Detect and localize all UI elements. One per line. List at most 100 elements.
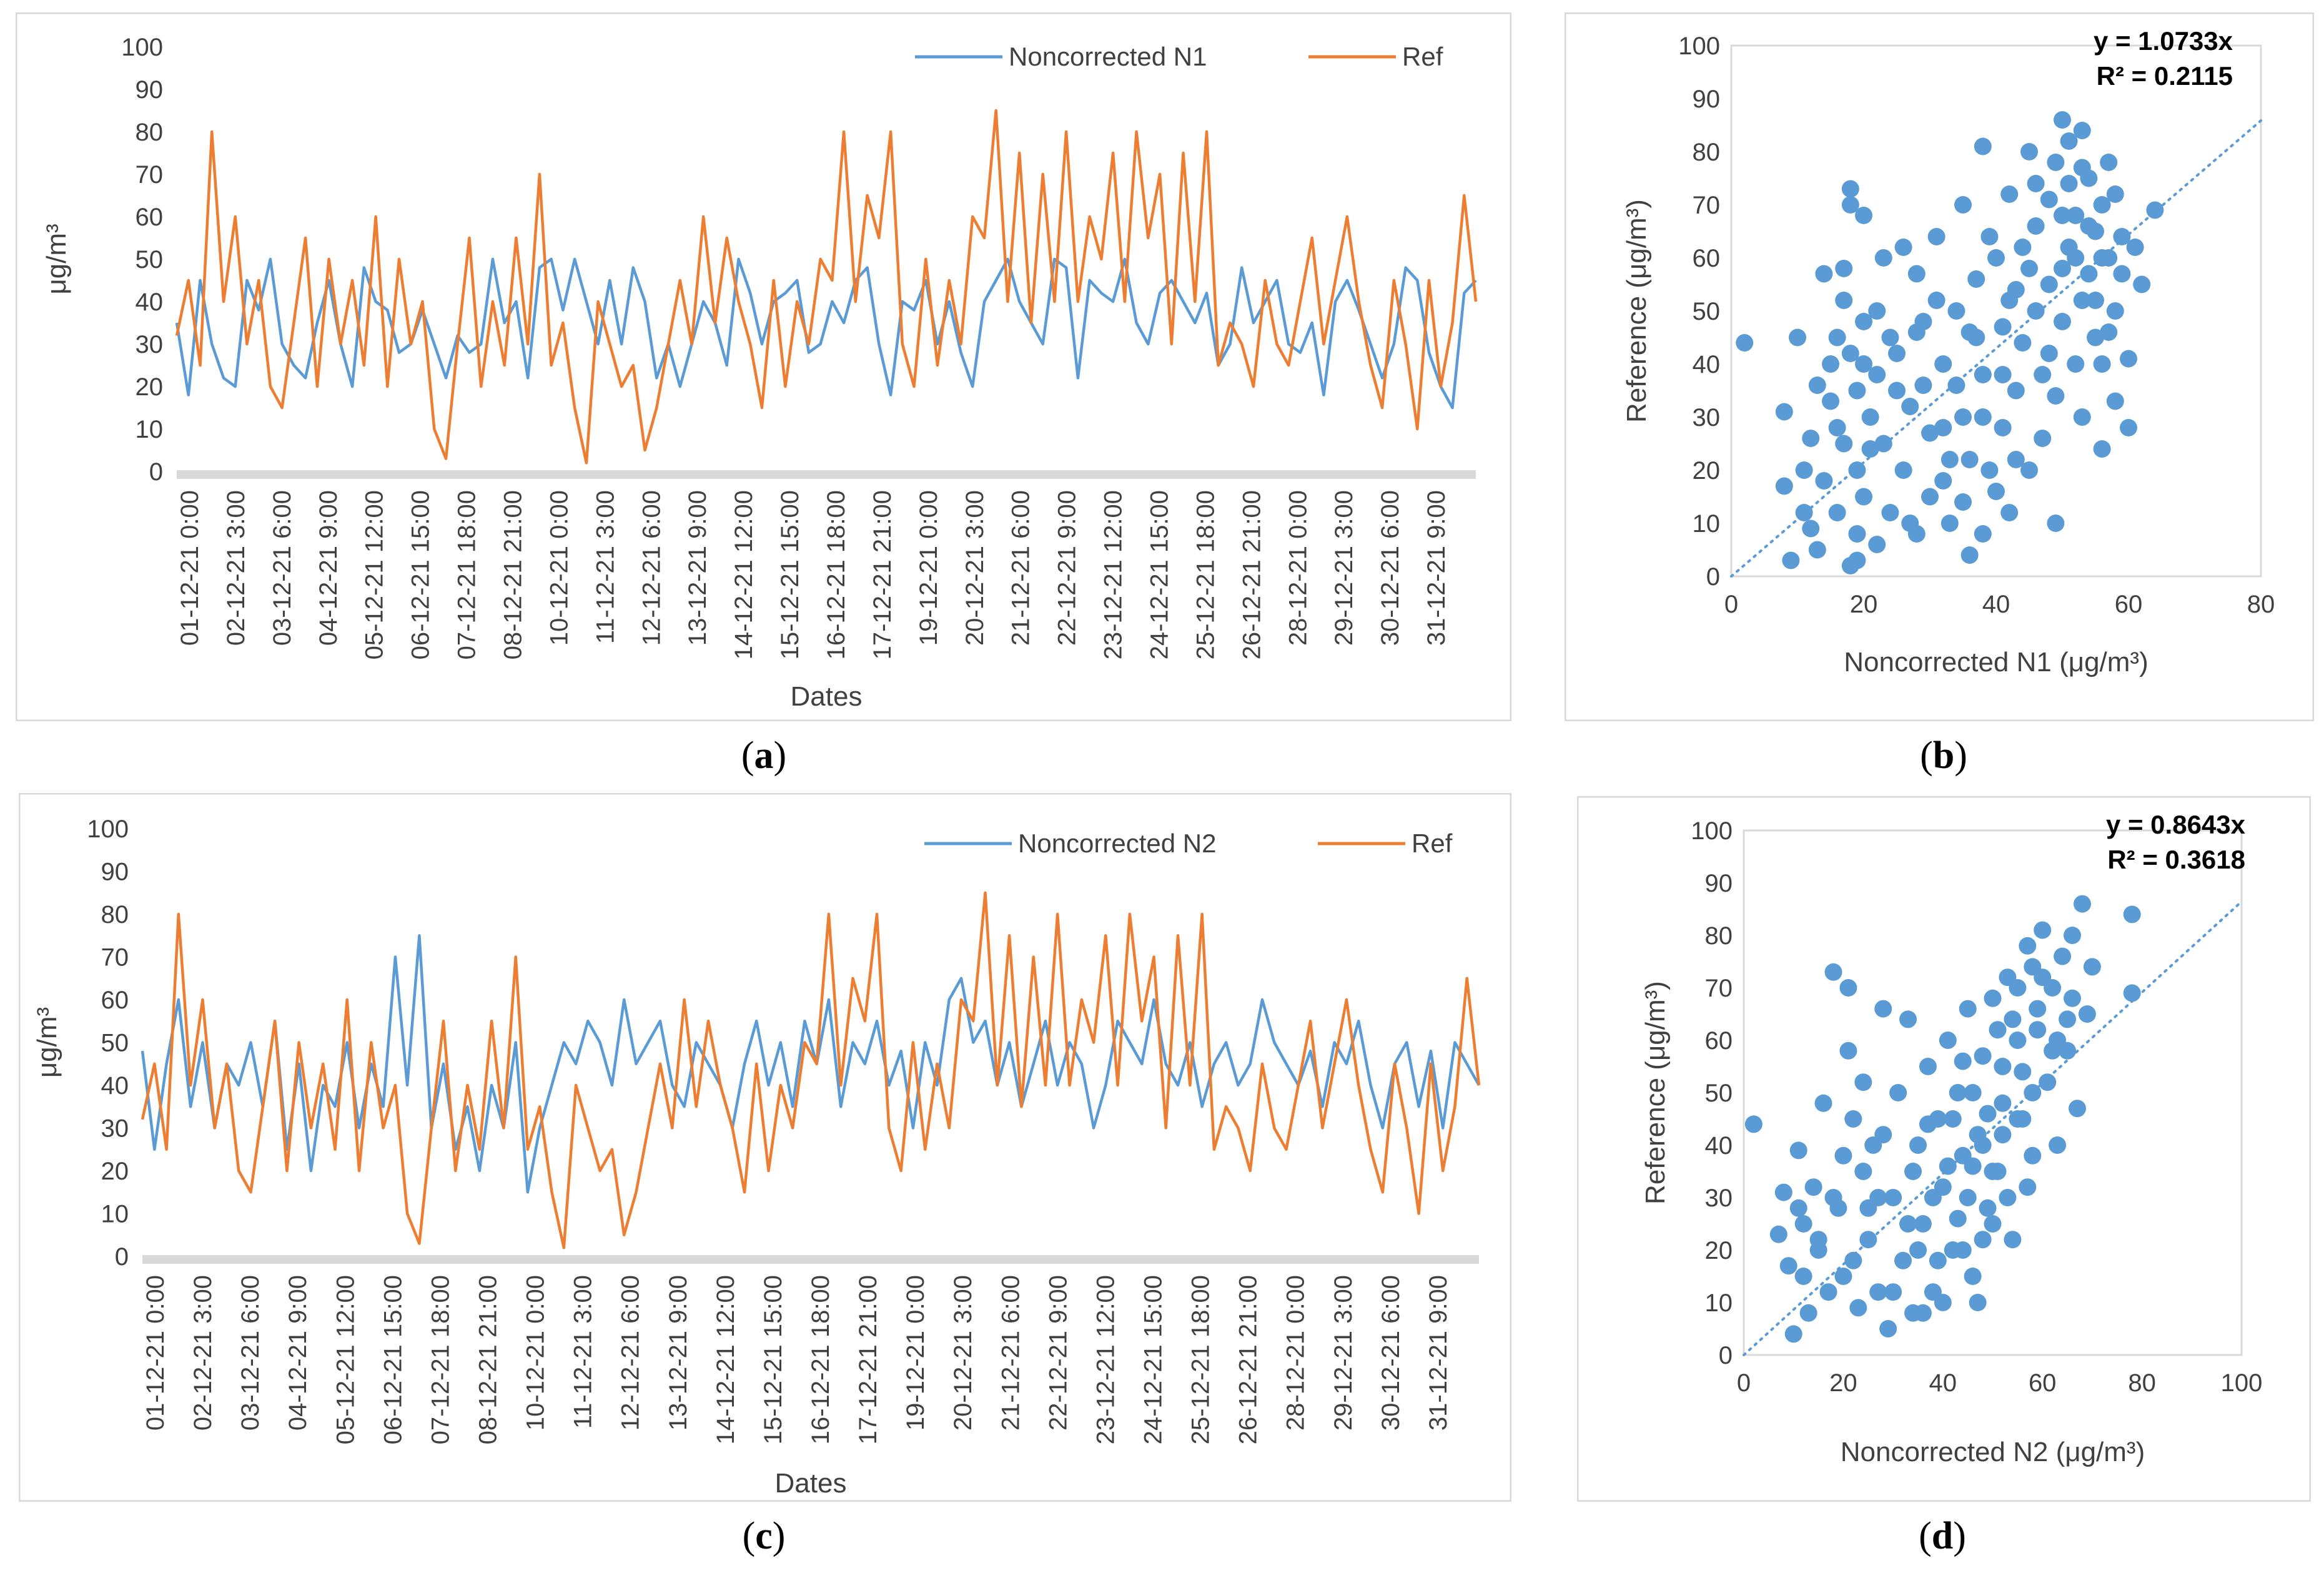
y-tick-label: 20: [136, 373, 164, 401]
scatter-point: [1799, 1304, 1817, 1322]
y-tick-label: 10: [1705, 1289, 1733, 1317]
scatter-point: [1979, 1199, 1997, 1217]
scatter-point: [2024, 1146, 2042, 1165]
trendline-r2: R² = 0.2115: [2097, 61, 2233, 91]
scatter-point: [1819, 1283, 1837, 1301]
scatter-point: [1744, 1115, 1763, 1133]
scatter-point: [2004, 1010, 2022, 1028]
scatter-point: [1927, 292, 1946, 309]
x-tick-label: 20-12-21 3:00: [961, 490, 989, 646]
scatter-point: [1901, 515, 1919, 532]
scatter-point: [1881, 504, 1899, 521]
chart-border: [1577, 796, 2311, 1502]
scatter-point: [1849, 1299, 1867, 1317]
scatter-point: [1789, 1141, 1807, 1160]
scatter-point: [1888, 382, 1906, 400]
y-tick-label: 40: [136, 288, 164, 316]
x-tick-label: 40: [1929, 1369, 1957, 1397]
scatter-point: [2080, 217, 2098, 235]
scatter-point: [2020, 461, 2038, 479]
scatter-point: [2133, 275, 2151, 293]
scatter-point: [1894, 461, 1912, 479]
trendline-equation: y = 0.8643x: [2106, 810, 2246, 839]
scatter-point: [2047, 515, 2065, 532]
scatter-point: [1879, 1320, 1897, 1337]
scatter-point: [2120, 350, 2137, 368]
legend-label: Noncorrected N2: [1018, 829, 1216, 858]
x-tick-label: 17-12-21 21:00: [854, 1275, 882, 1444]
x-tick-label: 0: [1724, 591, 1738, 618]
scatter-point: [1984, 1215, 2002, 1233]
scatter-point: [1861, 440, 1879, 458]
series-line-ref: [175, 109, 1478, 465]
x-tick-label: 03-12-21 6:00: [269, 490, 296, 646]
y-tick-label: 30: [101, 1115, 129, 1143]
scatter-point: [1828, 504, 1846, 521]
scatter-point: [1824, 963, 1842, 981]
chart-c-frame: 0 10 20 30 40 50 60 70 80 90 100 μg/m³ 01-12-21 0:00…: [19, 793, 1511, 1502]
scatter-point: [1736, 334, 1754, 352]
scatter-point: [1994, 1126, 2012, 1144]
y-axis-label: μg/m³: [32, 1007, 62, 1078]
scatter-point: [1974, 366, 1992, 383]
panel-label-b: (b): [1920, 734, 1967, 777]
x-tick-label: 01-12-21 0:00: [142, 1275, 169, 1431]
scatter-point: [1815, 472, 1833, 490]
y-tick-label: 100: [1678, 32, 1720, 60]
x-tick-label: 23-12-21 12:00: [1092, 1275, 1119, 1444]
scatter-point: [1884, 1189, 1902, 1206]
y-tick-label: 90: [101, 859, 129, 886]
panel-label-c: (c): [742, 1515, 786, 1557]
scatter-point: [1861, 408, 1879, 426]
scatter-point: [1802, 520, 1820, 538]
scatter-point: [2060, 132, 2078, 150]
y-axis-label: Reference (μg/m³): [1640, 981, 1671, 1204]
x-tick-label: 05-12-21 12:00: [361, 490, 388, 659]
scatter-point: [1941, 515, 1959, 532]
scatter-point: [2083, 958, 2101, 976]
scatter-point: [1964, 1084, 1982, 1101]
scatter-point: [1888, 345, 1906, 362]
scatter-point: [2074, 895, 2091, 913]
scatter-point: [1824, 1189, 1842, 1206]
scatter-point: [2106, 185, 2124, 203]
x-tick-label: 23-12-21 12:00: [1100, 490, 1127, 659]
scatter-point: [2123, 984, 2141, 1002]
scatter-point: [2054, 313, 2071, 330]
x-tick-label: 07-12-21 18:00: [427, 1275, 454, 1444]
scatter-point: [2039, 1073, 2057, 1091]
y-tick-label: 70: [1705, 975, 1733, 1002]
scatter-point: [1974, 1231, 1992, 1249]
scatter-point: [1834, 1146, 1852, 1165]
x-tick-label: 21-12-21 6:00: [997, 1275, 1024, 1431]
x-tick-label: 22-12-21 9:00: [1044, 1275, 1072, 1431]
scatter-point: [1841, 196, 1859, 214]
trendline: [1743, 900, 2243, 1356]
scatter-point: [2113, 228, 2131, 245]
y-tick-label: 50: [1705, 1080, 1733, 1107]
y-tick-label: 100: [87, 815, 129, 843]
scatter-point: [1835, 292, 1853, 309]
scatter-point: [1855, 313, 1872, 330]
x-tick-label: 21-12-21 6:00: [1007, 490, 1035, 646]
scatter-point: [2029, 1021, 2047, 1039]
y-tick-label: 100: [121, 34, 163, 61]
x-tick-label: 12-12-21 6:00: [617, 1275, 645, 1431]
y-tick-label: 80: [1693, 139, 1721, 166]
scatter-point: [2087, 292, 2104, 309]
trendline-equation: y = 1.0733x: [2094, 26, 2233, 56]
scatter-point: [1835, 435, 1853, 453]
scatter-point: [2123, 905, 2141, 923]
x-tick-label: 04-12-21 9:00: [315, 490, 342, 646]
y-tick-label: 70: [101, 944, 129, 972]
scatter-point: [2054, 111, 2071, 129]
scatter-point: [1969, 1294, 1987, 1311]
scatter-point: [1949, 1084, 1967, 1101]
scatter-point: [1901, 398, 1919, 415]
plot-area: [1743, 829, 2243, 1356]
scatter-point: [1802, 430, 1820, 447]
scatter-point: [1899, 1010, 1917, 1028]
scatter-point: [1961, 323, 1979, 341]
scatter-point: [1987, 483, 2005, 500]
scatter-point: [1809, 1231, 1827, 1249]
